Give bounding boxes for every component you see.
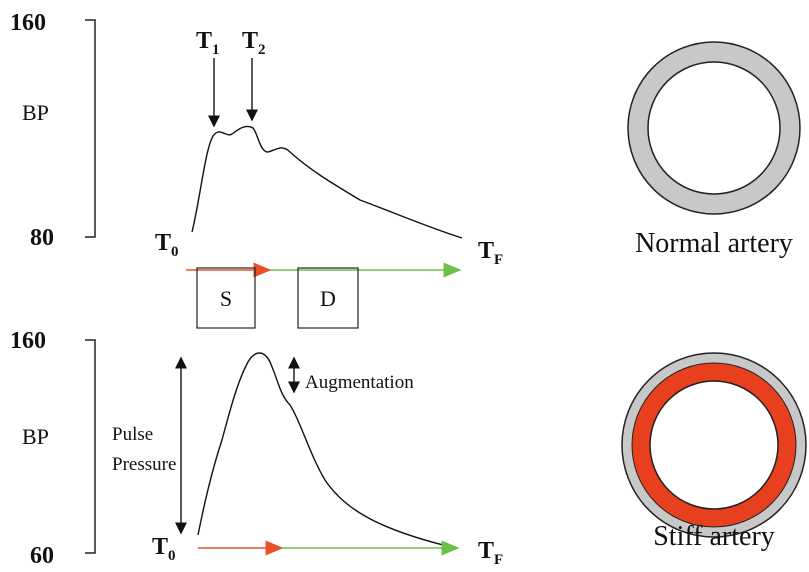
time-label: T2 bbox=[242, 28, 266, 58]
arteries: Normal artery Stiff artery bbox=[621, 41, 807, 552]
phase-box bbox=[196, 267, 256, 329]
tick-label: 160 bbox=[10, 10, 46, 36]
artery-label: Stiff artery bbox=[653, 521, 775, 552]
artery-lumen bbox=[649, 380, 779, 510]
axis bbox=[85, 19, 96, 238]
artery-lumen bbox=[647, 61, 781, 195]
time-label: TF bbox=[478, 538, 503, 568]
tick-label: 160 bbox=[10, 328, 46, 354]
time-label: T0 bbox=[152, 534, 176, 564]
waveform bbox=[197, 352, 456, 549]
time-label: T0 bbox=[155, 230, 179, 260]
tick-label: 60 bbox=[30, 543, 54, 569]
tick-label: 80 bbox=[30, 225, 54, 251]
annotation: Pulse bbox=[112, 424, 153, 445]
annotation: Pressure bbox=[112, 454, 176, 475]
annotation: Augmentation bbox=[305, 372, 414, 393]
axis bbox=[85, 339, 96, 554]
waveform bbox=[191, 125, 463, 239]
artery-label: Normal artery bbox=[635, 228, 793, 259]
phase-label: D bbox=[320, 286, 336, 311]
time-label: TF bbox=[478, 238, 503, 268]
phase-box bbox=[297, 267, 359, 329]
top-panel: 160 80 BP T1 T2 T0 TF S D bbox=[10, 10, 503, 329]
axis-label: BP bbox=[22, 424, 49, 449]
phase-label: S bbox=[220, 286, 232, 311]
axis-label: BP bbox=[22, 100, 49, 125]
bottom-panel: 160 60 BP Pulse Pressure Augmentation T0… bbox=[10, 328, 503, 569]
time-label: T1 bbox=[196, 28, 220, 58]
